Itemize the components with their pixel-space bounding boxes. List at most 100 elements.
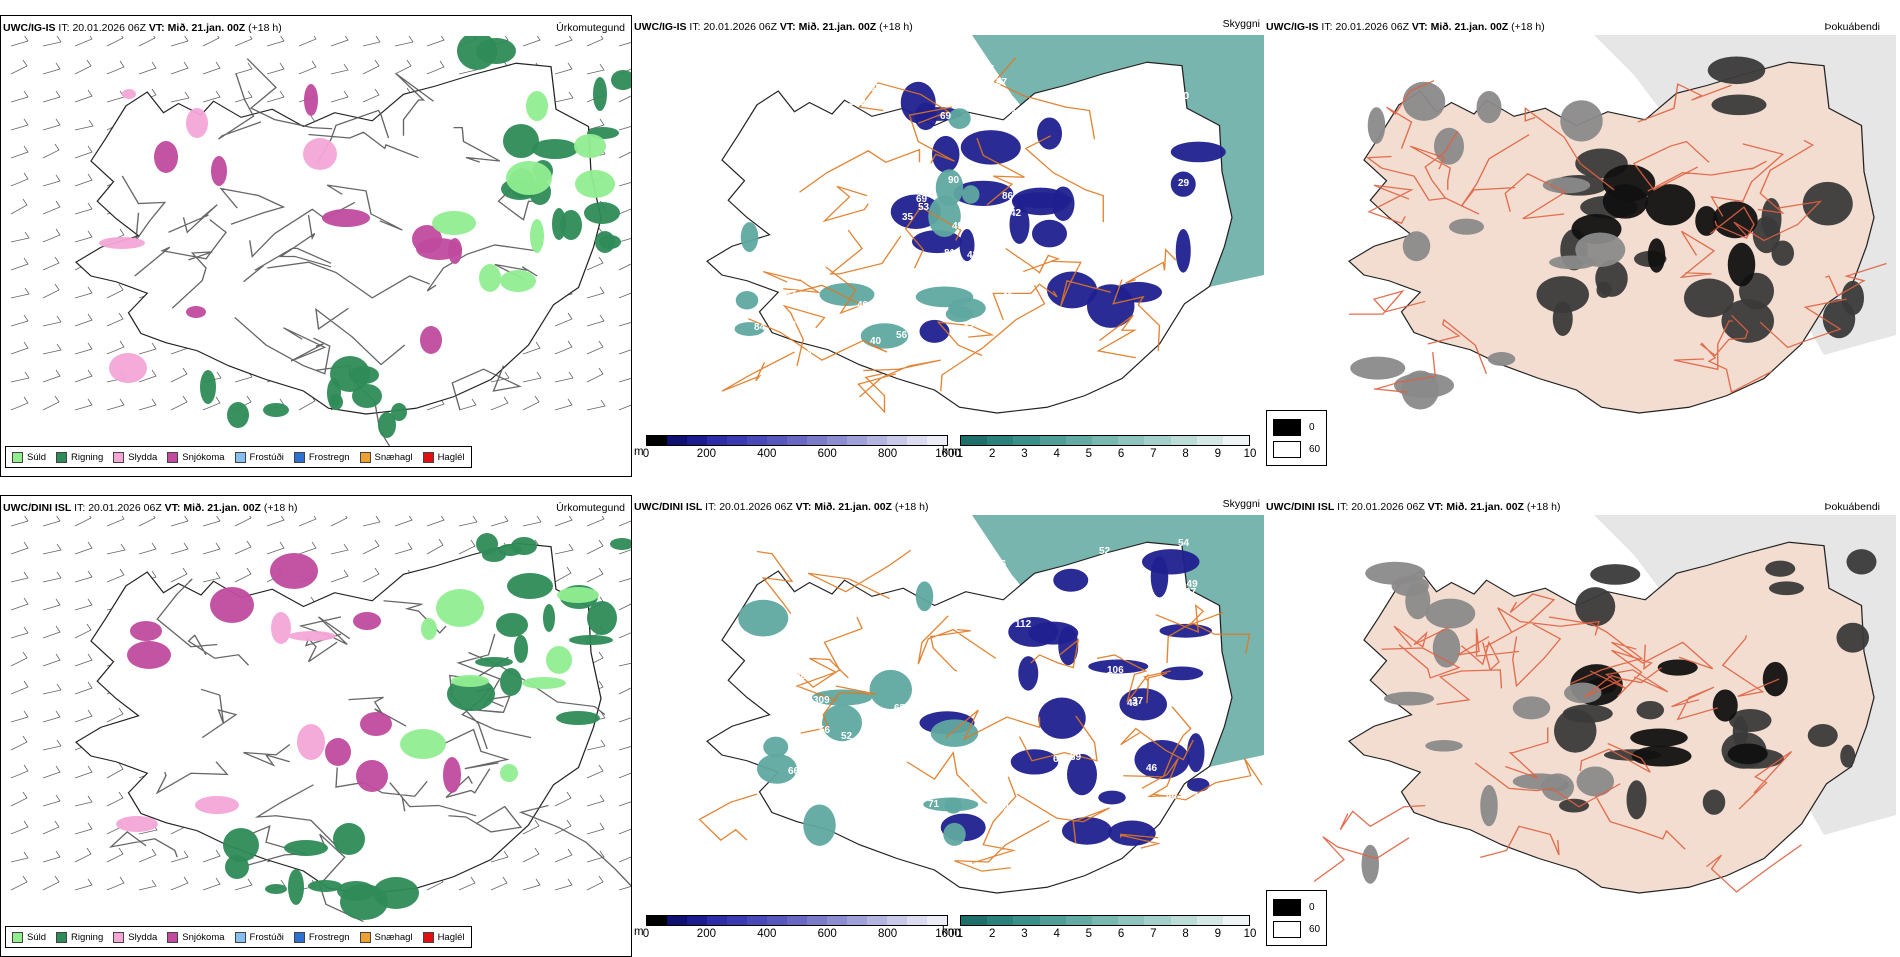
visibility-value-label: 60 bbox=[746, 381, 758, 392]
visibility-value-label: 36 bbox=[995, 559, 1007, 570]
visibility-value-label: 48 bbox=[975, 571, 987, 582]
visibility-value-label: 240 bbox=[1192, 791, 1209, 802]
visibility-value-label: 85 bbox=[1117, 135, 1129, 146]
legend-swatch bbox=[359, 451, 371, 463]
colorbar-tick-label: 6 bbox=[1117, 928, 1125, 940]
visibility-value-label: 29 bbox=[1178, 178, 1190, 189]
colorbar-step bbox=[667, 436, 687, 445]
visibility-value-label: 50 bbox=[769, 336, 781, 347]
colorbar-tick-label: 7 bbox=[1150, 448, 1157, 460]
visibility-value-label: 35 bbox=[1020, 347, 1032, 358]
legend-label: Frostúði bbox=[249, 931, 284, 943]
visibility-value-label: 81 bbox=[944, 248, 956, 259]
colorbar-tick-label: 800 bbox=[878, 448, 898, 460]
visibility-value-label: 88 bbox=[1023, 241, 1035, 252]
panel-title: UWC/DINI ISL IT: 20.01.2026 06Z VT: Mið.… bbox=[1266, 501, 1561, 513]
legend-label: Haglél bbox=[437, 451, 465, 463]
visibility-map: 582 509 53 44 47 43 42 40 59 58 68 38 73 60 56 87 63 85 37… bbox=[706, 35, 1264, 414]
colorbar-step bbox=[707, 436, 727, 445]
legend-item: Haglél bbox=[422, 451, 465, 463]
legend-label: Snæhagl bbox=[374, 931, 413, 943]
legend-swatch bbox=[12, 931, 23, 943]
panel-title: UWC/DINI ISL IT: 20.01.2026 06Z VT: Mið.… bbox=[634, 501, 929, 513]
legend-item: Snæhagl bbox=[359, 931, 413, 943]
legend-item: Snæhagl bbox=[359, 451, 413, 463]
colorbar-tick-label: 0 bbox=[642, 448, 650, 460]
map-layer: 582 509 53 44 47 43 42 40 59 58 68 38 73 60 56 87 63 85 37… bbox=[706, 35, 1264, 414]
precip-panel-top: UWC/IG-IS IT: 20.01.2026 06Z VT: Mið. 21… bbox=[0, 15, 632, 477]
visibility-panel-top: UWC/IG-IS IT: 20.01.2026 06Z VT: Mið. 21… bbox=[632, 15, 1264, 477]
colorbar-step bbox=[887, 436, 907, 445]
fog-legend-swatch bbox=[1273, 920, 1301, 938]
colorbar-tick-label: 9 bbox=[1214, 928, 1221, 940]
visibility-value-label: 59 bbox=[958, 750, 970, 761]
fog-legend-swatch bbox=[1273, 418, 1301, 436]
colorbar-step bbox=[1118, 916, 1145, 925]
visibility-value-label: 93 bbox=[954, 694, 966, 705]
colorbar-step bbox=[1091, 916, 1119, 925]
visibility-value-label: 87 bbox=[996, 77, 1008, 88]
visibility-value-label: 52 bbox=[1099, 546, 1111, 557]
visibility-value-label: 43 bbox=[1127, 698, 1139, 709]
visibility-value-label: 41 bbox=[1002, 291, 1014, 302]
colorbar-ticks: 1 2 3 4 5 6 7 8 9 10 bbox=[957, 926, 1257, 940]
visibility-value-label: 30 bbox=[1112, 689, 1124, 700]
legend-swatch bbox=[113, 931, 125, 943]
colorbar-step bbox=[1222, 916, 1250, 925]
colorbar-tick-label: 1 bbox=[956, 448, 964, 460]
visibility-value-label: 44 bbox=[867, 758, 879, 769]
colorbar-tick-label: 4 bbox=[1053, 928, 1060, 940]
visibility-value-label: 46 bbox=[855, 62, 867, 73]
colorbar-tick-label: 10 bbox=[1243, 928, 1257, 940]
visibility-value-label: 43 bbox=[806, 129, 818, 140]
visibility-value-label: 45 bbox=[1025, 253, 1037, 264]
fog-legend: 0 60 bbox=[1266, 410, 1328, 466]
visibility-panel-bottom: UWC/DINI ISL IT: 20.01.2026 06Z VT: Mið.… bbox=[632, 495, 1264, 957]
panel-title: UWC/IG-IS IT: 20.01.2026 06Z VT: Mið. 21… bbox=[634, 21, 913, 33]
colorbar-tick-label: 600 bbox=[817, 448, 837, 460]
panel-parameter-title: Úrkomutegund bbox=[556, 22, 625, 34]
colorbar-step bbox=[667, 916, 687, 925]
colorbar-step bbox=[707, 916, 727, 925]
visibility-value-label: 56 bbox=[896, 330, 908, 341]
colorbar-step bbox=[961, 916, 988, 925]
colorbar-tick-label: 400 bbox=[757, 928, 777, 940]
colorbar-step bbox=[847, 916, 867, 925]
visibility-value-label: 73 bbox=[805, 124, 817, 135]
visibility-value-label: 86 bbox=[1002, 191, 1014, 202]
visibility-value-label: 42 bbox=[998, 803, 1010, 814]
colorbar-bar bbox=[960, 435, 1250, 446]
fog-legend-swatch bbox=[1273, 440, 1301, 458]
fog-map bbox=[1348, 35, 1896, 414]
visibility-value-label: 67 bbox=[968, 840, 980, 851]
visibility-value-label: 39 bbox=[904, 571, 916, 582]
visibility-value-label: 64 bbox=[870, 664, 882, 675]
visibility-value-label: 57 bbox=[1145, 333, 1157, 344]
map-layer bbox=[10, 516, 631, 923]
colorbar-unit: m bbox=[634, 926, 644, 938]
visibility-value-label: 139 bbox=[867, 853, 884, 864]
fog-legend-label: 60 bbox=[1309, 443, 1321, 455]
visibility-value-label: 142 bbox=[974, 583, 991, 594]
visibility-value-label: 53 bbox=[1122, 652, 1134, 663]
visibility-value-label: 144 bbox=[1031, 783, 1048, 794]
visibility-value-label: 128 bbox=[969, 540, 986, 551]
colorbar-tick-label: 1000 bbox=[935, 928, 961, 940]
colorbar-step bbox=[747, 916, 767, 925]
visibility-value-label: 106 bbox=[1090, 705, 1107, 716]
colorbar-tick-label: 8 bbox=[1182, 448, 1189, 460]
visibility-value-label: 43 bbox=[967, 250, 979, 261]
legend-swatch bbox=[56, 931, 68, 943]
visibility-value-label: 112 bbox=[1015, 619, 1032, 630]
legend-label: Snjókoma bbox=[182, 451, 225, 463]
visibility-value-label: 87 bbox=[969, 781, 981, 792]
panel-parameter-title: Skyggni bbox=[1222, 18, 1260, 30]
visibility-value-label: 309 bbox=[813, 695, 830, 706]
visibility-value-label: 40 bbox=[870, 336, 882, 347]
colorbar-tick-label: 2 bbox=[989, 448, 996, 460]
colorbar-step bbox=[887, 916, 907, 925]
visibility-value-label: 63 bbox=[801, 349, 813, 360]
precip-map bbox=[10, 36, 631, 449]
colorbar-step bbox=[867, 916, 887, 925]
colorbar-step bbox=[787, 436, 807, 445]
